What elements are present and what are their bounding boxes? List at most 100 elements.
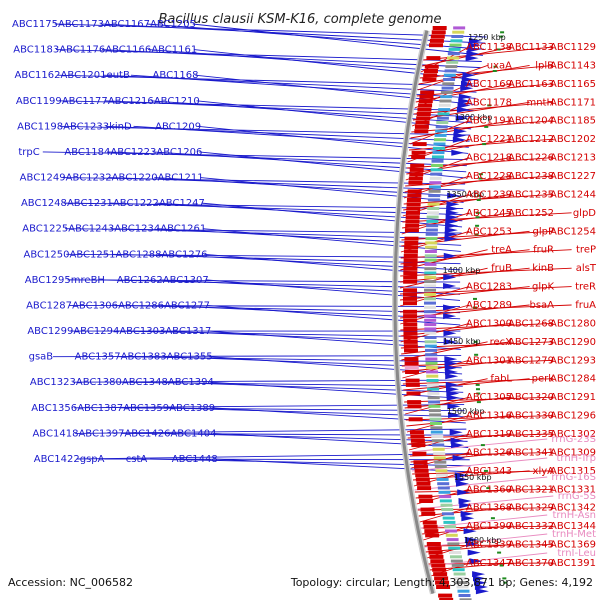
cog-bar xyxy=(456,585,469,589)
forward-gene-mark xyxy=(459,502,473,509)
reverse-gene-mark xyxy=(407,400,422,405)
cog-bar xyxy=(428,404,441,408)
reverse-gene-mark xyxy=(403,271,418,276)
gc-tick xyxy=(499,35,504,38)
cog-bar xyxy=(441,86,454,90)
forward-gene-mark xyxy=(465,541,479,547)
gene-label: ABC1291 xyxy=(550,392,596,403)
gene-label: ABC1163 xyxy=(508,79,554,90)
connector-line xyxy=(112,253,461,265)
gene-label: ABC1252 xyxy=(508,208,554,219)
reverse-gene-mark xyxy=(418,103,433,108)
gene-label: ABC1201 xyxy=(61,70,107,81)
reverse-gene-mark xyxy=(406,391,421,396)
cog-bar xyxy=(425,237,438,241)
connector-line xyxy=(100,23,486,44)
forward-gene-mark xyxy=(461,76,475,83)
cog-bar xyxy=(436,116,449,120)
cog-bar xyxy=(430,426,443,430)
cog-bar xyxy=(424,254,437,258)
gene-label: ABC1294 xyxy=(73,326,119,337)
gc-tick xyxy=(478,177,483,180)
forward-gene-mark xyxy=(456,106,470,113)
connector-line xyxy=(414,488,554,493)
reverse-gene-mark xyxy=(404,236,419,241)
forward-gene-mark xyxy=(443,338,457,345)
forward-gene-mark xyxy=(446,201,460,208)
gene-label: ABC1317 xyxy=(165,326,211,337)
gene-label: ABC1342 xyxy=(550,503,596,514)
reverse-gene-mark xyxy=(417,486,432,491)
cog-bar xyxy=(428,185,441,189)
cog-bar xyxy=(451,35,464,38)
gene-label: ABC1345 xyxy=(508,540,554,551)
gene-label: fruB xyxy=(491,263,512,274)
cog-bar xyxy=(446,60,459,64)
cog-bar xyxy=(424,331,437,335)
cog-bar xyxy=(424,297,437,301)
connector-line xyxy=(406,157,512,175)
gene-label: glpP xyxy=(532,226,554,237)
connector-line xyxy=(409,438,548,453)
reverse-gene-mark xyxy=(404,245,419,250)
gene-label: gsaB xyxy=(29,352,54,363)
gene-label: rrnG-5S xyxy=(558,491,596,502)
gene-label: ABC1133 xyxy=(508,42,554,53)
connector-line xyxy=(401,341,488,361)
cog-bar xyxy=(426,374,439,378)
cog-bar xyxy=(424,344,437,348)
connector-line xyxy=(424,544,554,547)
forward-gene-mark xyxy=(453,128,467,135)
gene-label: ABC1250 xyxy=(24,249,70,260)
forward-gene-mark xyxy=(451,149,465,156)
reverse-gene-mark xyxy=(411,150,426,155)
gene-label: ABC1173 xyxy=(58,19,104,30)
cog-bar xyxy=(424,275,437,279)
gene-label: ABC1422 xyxy=(34,454,80,465)
cog-bar xyxy=(442,516,455,520)
gene-label: ABC1404 xyxy=(170,428,216,439)
gene-label: ABC1369 xyxy=(550,540,596,551)
reverse-gene-mark xyxy=(431,30,446,35)
accession-text: Accession: NC_006582 xyxy=(8,576,133,589)
forward-gene-mark xyxy=(474,584,488,590)
cog-bar xyxy=(459,598,472,600)
cog-bar xyxy=(424,323,437,327)
gc-tick xyxy=(486,487,491,490)
connector-line xyxy=(424,533,548,548)
gc-tick xyxy=(475,211,480,214)
reverse-gene-mark xyxy=(403,309,418,314)
reverse-gene-mark xyxy=(408,176,423,181)
reverse-gene-mark xyxy=(426,542,441,546)
gene-label: ABC1223 xyxy=(110,147,156,158)
backbone-ring xyxy=(392,29,436,595)
connector-line xyxy=(400,249,530,265)
forward-gene-mark xyxy=(461,515,475,522)
forward-gene-mark xyxy=(463,528,477,535)
reverse-gene-mark xyxy=(414,464,429,469)
cog-bar xyxy=(425,357,438,361)
forward-gene-mark xyxy=(458,498,472,504)
gene-label: kinB xyxy=(532,263,554,274)
reverse-gene-mark xyxy=(415,120,430,125)
cog-bar xyxy=(443,78,456,81)
gene-label: ABC1335 xyxy=(508,429,554,440)
gene-label: trnH-Trp xyxy=(556,453,596,464)
reverse-gene-mark xyxy=(439,597,454,600)
gene-label: ABC1232 xyxy=(66,173,112,184)
cog-bar xyxy=(447,52,460,56)
gene-label: ABC1199 xyxy=(16,96,62,107)
cog-bar xyxy=(435,469,448,473)
gene-label: ABC1303 xyxy=(119,326,165,337)
reverse-gene-mark xyxy=(404,228,419,233)
cog-bar xyxy=(432,447,445,451)
forward-gene-mark xyxy=(465,536,479,543)
forward-gene-mark xyxy=(468,37,482,44)
cog-bar xyxy=(445,65,458,69)
cog-bar xyxy=(431,439,444,443)
gene-label: ABC1321 xyxy=(508,484,554,495)
topology-summary: Topology: circular; Length: 4,303,871 bp… xyxy=(290,576,593,589)
connector-line xyxy=(412,470,554,475)
forward-gene-mark xyxy=(445,373,459,380)
connector-line xyxy=(205,279,461,301)
